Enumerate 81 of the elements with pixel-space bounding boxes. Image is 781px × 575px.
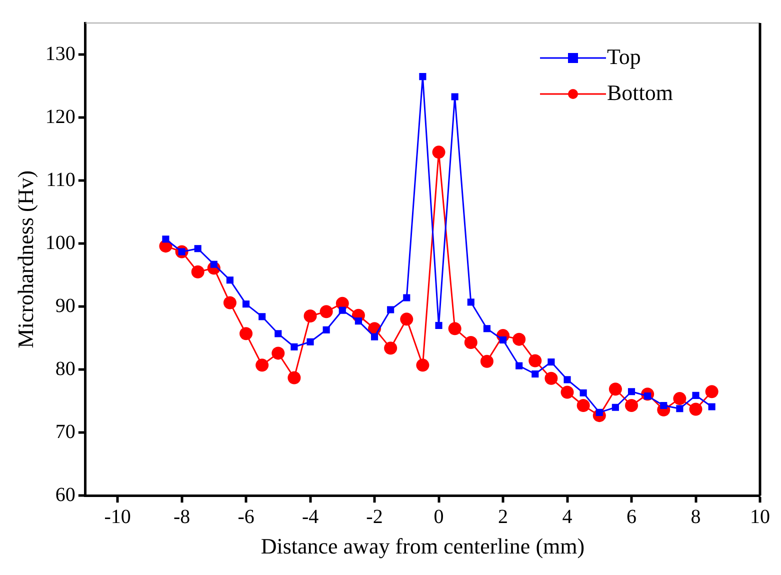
point (240, 327, 253, 340)
point (689, 402, 702, 416)
point (467, 298, 474, 306)
point (625, 398, 638, 412)
point (210, 260, 218, 268)
y-tick-label: 130 (45, 42, 76, 65)
point (464, 336, 478, 349)
y-tick-label: 100 (45, 232, 76, 254)
x-tick-label: -4 (302, 506, 319, 528)
point (322, 326, 330, 334)
point (483, 325, 490, 332)
point (258, 313, 266, 320)
point (576, 398, 590, 412)
point (274, 330, 282, 338)
point (544, 372, 558, 385)
y-tick-label: 60 (55, 484, 76, 506)
point (564, 376, 571, 384)
x-tick-label: 10 (750, 506, 770, 528)
x-tick-label: 6 (626, 506, 637, 528)
point (673, 392, 686, 406)
point (416, 358, 430, 372)
point (194, 245, 202, 252)
point (499, 336, 507, 344)
point (692, 392, 700, 399)
point (612, 404, 619, 411)
x-tick-label: -8 (173, 506, 190, 528)
point (448, 322, 462, 336)
point (162, 236, 170, 243)
point (290, 343, 298, 350)
point (708, 403, 716, 410)
x-tick-label: 2 (498, 506, 508, 528)
point (480, 354, 494, 368)
x-axis-title: Distance away from centerline (mm) (260, 534, 585, 559)
x-tick-label: 0 (434, 506, 444, 528)
y-axis-title: Microhardness (Hv) (12, 170, 38, 348)
point (560, 386, 574, 399)
point (272, 346, 285, 360)
point (256, 358, 269, 372)
point (608, 382, 622, 396)
x-tick-label: -6 (238, 506, 254, 528)
point (580, 389, 587, 396)
y-tick-label: 120 (45, 106, 76, 128)
point (320, 305, 333, 318)
point (516, 362, 523, 370)
point (306, 338, 314, 346)
point (403, 294, 410, 302)
x-tick-label: -10 (104, 506, 131, 528)
point (226, 276, 234, 284)
point (660, 402, 668, 410)
x-tick-label: 4 (562, 506, 572, 528)
point (435, 322, 442, 329)
x-tick-label: 8 (690, 506, 701, 528)
point (370, 333, 378, 340)
point (400, 312, 414, 326)
point (387, 306, 394, 314)
y-tick-label: 80 (55, 358, 76, 380)
point (432, 146, 446, 159)
point (223, 296, 236, 310)
x-tick-label: -2 (366, 506, 383, 528)
point (596, 408, 603, 416)
point (191, 265, 204, 278)
point (338, 306, 346, 314)
point (242, 300, 250, 308)
point (451, 93, 458, 100)
point (288, 371, 301, 384)
point (384, 342, 398, 355)
point (304, 310, 317, 323)
point (512, 332, 526, 346)
y-tick-label: 70 (55, 420, 76, 443)
point (528, 354, 542, 368)
point (419, 73, 426, 80)
point (676, 405, 684, 412)
point (628, 388, 636, 396)
y-tick-label: 90 (55, 294, 76, 317)
legend-label: Top (607, 44, 641, 69)
point (354, 318, 362, 325)
point (532, 370, 539, 378)
point (548, 358, 555, 366)
point (705, 385, 718, 398)
y-tick-label: 110 (46, 168, 76, 191)
legend-label: Bottom (607, 80, 674, 105)
